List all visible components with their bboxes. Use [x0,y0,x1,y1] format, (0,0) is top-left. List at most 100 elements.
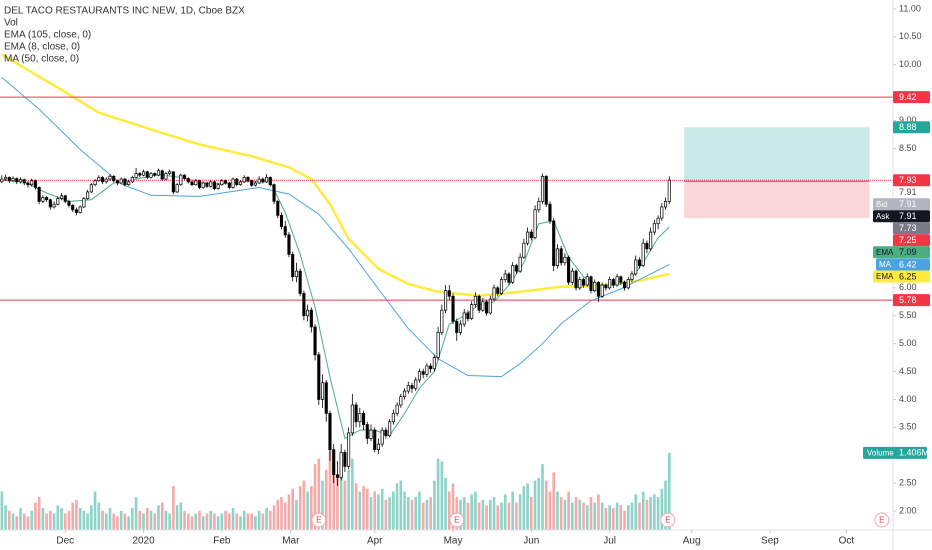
price-badge-prefix: Ask [876,212,890,221]
volume-bar [131,508,134,530]
candle-body [581,279,586,286]
candle-body [477,295,481,311]
candle-body [544,175,548,205]
price-badge-label: 7.25 [899,235,917,245]
y-tick-label: 4.50 [899,366,917,376]
candle-body [149,173,153,178]
candle-body [514,265,518,272]
volume-bar [15,516,19,530]
volume-bar [239,516,242,530]
volume-bar [623,510,626,530]
volume-bar [474,491,477,530]
price-badge-label: 7.09 [899,247,917,257]
candle-body [313,326,317,356]
volume-bar [522,486,526,530]
volume-bar [216,516,220,530]
candle-body [97,177,101,182]
candle-body [649,231,653,250]
candle-body [667,179,671,202]
candle-body [555,248,559,266]
candle-body [324,382,328,414]
volume-bar [433,480,436,530]
candle-body [164,173,168,180]
volume-bar [608,505,611,530]
volume-bar [589,497,593,530]
candle-body [26,182,30,186]
volume-bar [116,516,119,530]
volume-bar [369,497,373,530]
volume-badge-label: 1.406M [899,448,929,458]
volume-bar [11,513,15,530]
volume-bar [328,450,332,530]
volume-bar [90,505,93,530]
candle-body [429,365,433,370]
candle-body [499,279,504,294]
candle-body [100,177,105,183]
volume-bar [63,513,67,530]
candle-body [578,279,582,289]
candle-body [380,429,384,445]
candle-body [470,304,474,319]
volume-bar [388,497,391,530]
volume-bar [265,508,268,530]
price-badge-label: 7.91 [899,187,917,197]
candle-body [261,178,265,183]
volume-bar [145,508,149,530]
y-tick-label: 10.00 [899,59,922,69]
candle-body [22,179,26,184]
volume-bar [112,513,116,530]
volume-bar [530,497,533,530]
price-badge [873,198,930,211]
candle-body [559,248,563,264]
candle-body [205,182,209,187]
candle-body [403,390,407,398]
candle-body [432,357,436,370]
candle-body [89,184,93,193]
volume-bar [399,480,403,530]
candle-body [350,404,354,434]
volume-bar [317,458,321,530]
volume-bar [477,502,481,530]
volume-bar [78,508,82,530]
candle-body [246,177,250,182]
candle-body [253,182,257,186]
candle-body [212,181,216,189]
volume-bar [585,505,589,530]
volume-bar [287,494,291,530]
volume-bar [213,513,216,530]
y-tick-label: 4.00 [899,394,917,404]
volume-bar [507,502,511,530]
volume-bar [26,516,30,530]
legend: DEL TACO RESTAURANTS INC NEW, 1D, Cboe B… [4,6,245,65]
earnings-marker [449,512,465,528]
volume-bar [254,516,257,530]
candle-body [59,195,64,199]
candle-body [291,254,295,278]
volume-bar [60,508,63,530]
volume-bar [619,505,623,530]
candle-body [201,182,205,188]
volume-bar [250,513,253,530]
candle-body [56,198,60,205]
candle-body [332,449,336,476]
candle-body [48,199,52,208]
chart-title: DEL TACO RESTAURANTS INC NEW, 1D, Cboe B… [4,6,245,17]
volume-bar [261,513,265,530]
candle-body [15,178,19,183]
candle-body [235,178,239,186]
volume-bar [634,494,638,530]
candle-body [115,180,120,184]
volume-bar [351,458,354,530]
candle-body [343,452,347,467]
candle-body [600,284,604,297]
x-tick-label: May [444,536,463,547]
candle-body [347,432,351,467]
candle-body [67,201,71,206]
candle-body [447,290,451,297]
candle-body [175,184,179,193]
volume-bar [470,494,473,530]
volume-bar [429,497,432,530]
candle-body [134,173,138,178]
